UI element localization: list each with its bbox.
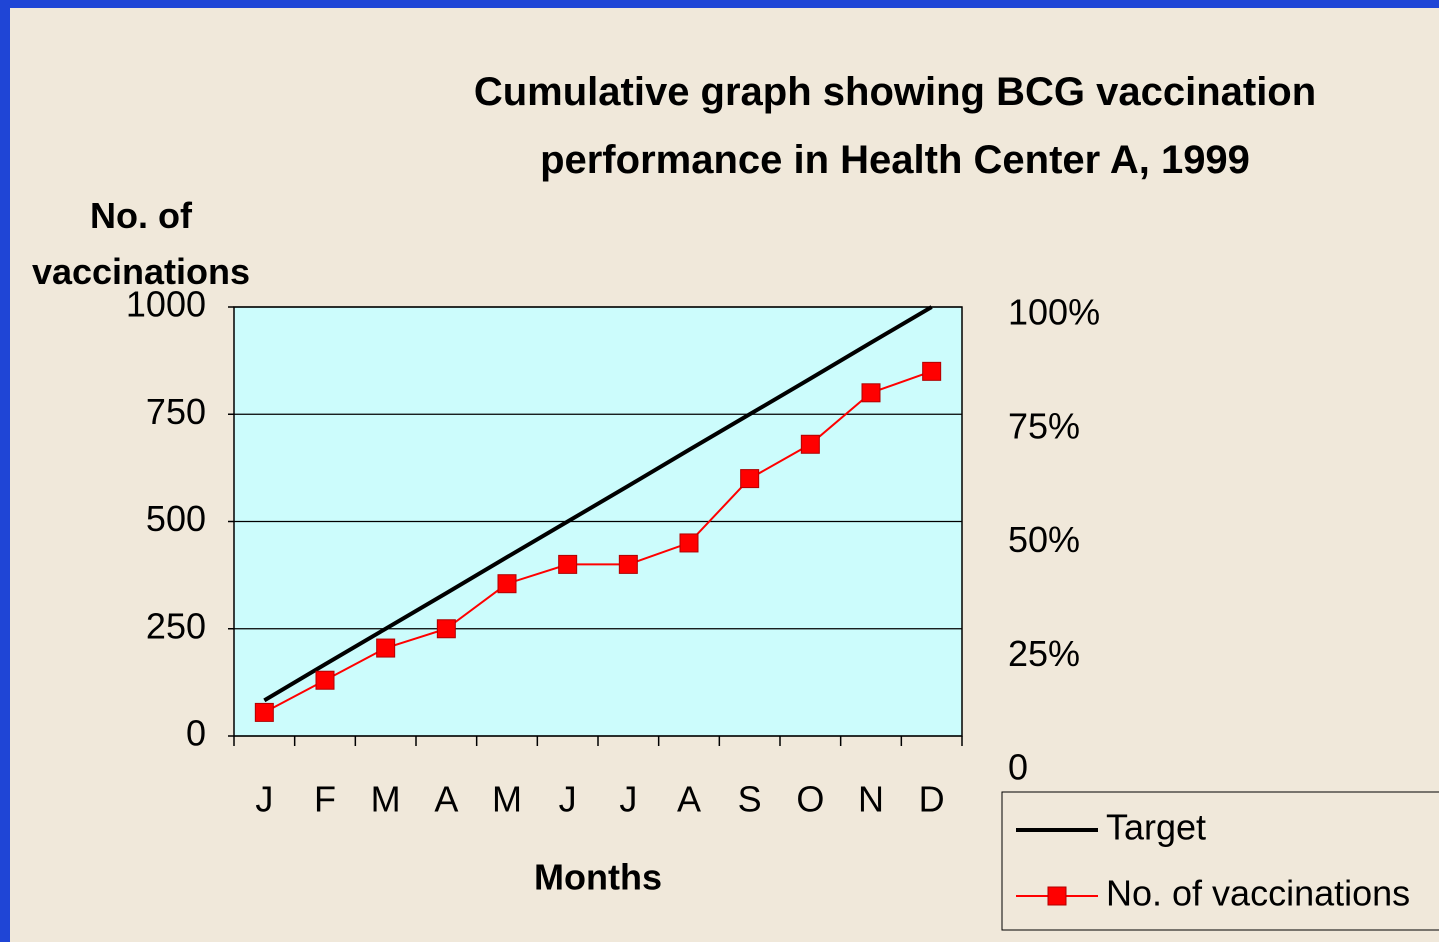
marker — [618, 554, 638, 574]
y2-tick-label: 100% — [1008, 292, 1100, 333]
x-tick-label: J — [619, 779, 637, 820]
x-tick-label: O — [796, 779, 824, 820]
marker — [254, 702, 274, 722]
x-tick-label: A — [677, 779, 701, 820]
y2-tick-label: 75% — [1008, 405, 1080, 446]
marker — [800, 434, 820, 454]
marker — [922, 361, 942, 381]
x-tick-label: D — [919, 779, 945, 820]
x-tick-label: M — [371, 779, 401, 820]
x-tick-label: N — [858, 779, 884, 820]
y2-tick-label: 25% — [1008, 633, 1080, 674]
legend-box — [1001, 791, 1439, 931]
y-axis-label: No. of vaccinations — [31, 195, 251, 292]
marker — [436, 619, 456, 639]
marker — [740, 469, 760, 489]
marker — [558, 554, 578, 574]
y2-tick-label: 0 — [1008, 747, 1028, 788]
x-axis-label: Months — [534, 857, 662, 898]
y-tick-label: 750 — [146, 391, 206, 432]
x-tick-label: J — [255, 779, 273, 820]
y-tick-label: 250 — [146, 605, 206, 646]
legend-label: No. of vaccinations — [1106, 873, 1410, 914]
y-tick-label: 1000 — [126, 284, 206, 325]
y-tick-label: 500 — [146, 498, 206, 539]
legend-label: Target — [1106, 807, 1206, 848]
x-tick-label: J — [559, 779, 577, 820]
marker — [497, 574, 517, 594]
series-line — [263, 305, 933, 703]
marker — [861, 383, 881, 403]
x-tick-label: M — [492, 779, 522, 820]
marker — [679, 533, 699, 553]
x-tick-label: F — [314, 779, 336, 820]
marker — [376, 638, 396, 658]
y2-tick-label: 50% — [1008, 519, 1080, 560]
chart-title: Cumulative graph showing BCG vaccination… — [473, 70, 1317, 182]
x-tick-label: A — [434, 779, 458, 820]
series-line — [263, 370, 933, 714]
legend-marker — [1047, 886, 1067, 906]
legend: Target No. of vaccinations — [1001, 791, 1439, 931]
x-tick-label: S — [738, 779, 762, 820]
marker — [315, 670, 335, 690]
y-tick-label: 0 — [186, 713, 206, 754]
